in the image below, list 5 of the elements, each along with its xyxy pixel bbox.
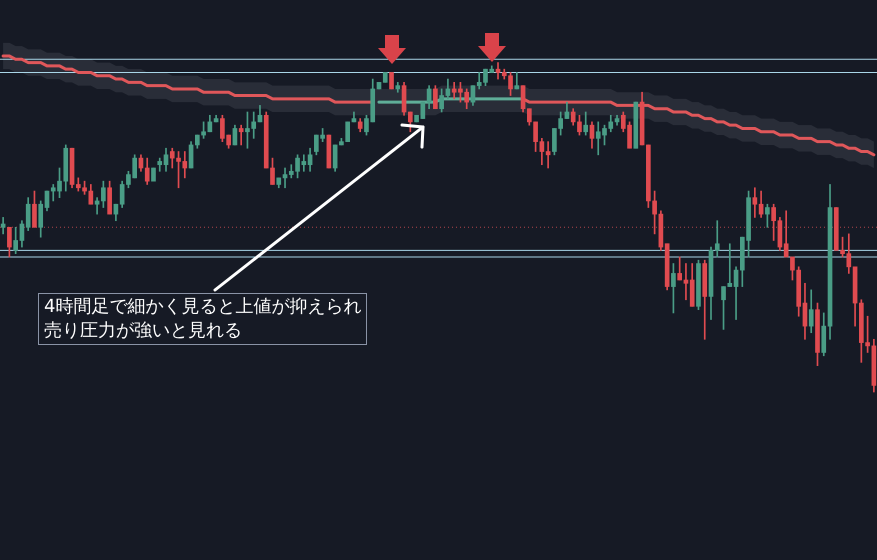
candlestick — [151, 168, 156, 182]
candlestick — [326, 134, 332, 168]
candlestick — [389, 72, 394, 90]
annotation: 売り圧力が強いと見れる — [44, 319, 243, 343]
annotation: 4時間足で細かく見ると上値が抑えられ — [44, 295, 362, 319]
